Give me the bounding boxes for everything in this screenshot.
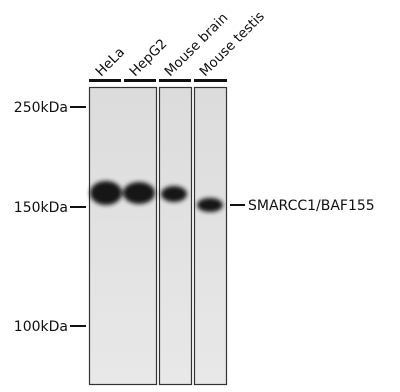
lane-label: HeLa [93,44,129,80]
lane-bars [89,79,227,82]
marker-label: 100kDa [14,319,68,335]
marker-label: 250kDa [14,100,68,116]
membrane-panels [88,86,228,386]
marker-label: 150kDa [14,200,68,216]
bands [90,181,223,212]
band-label: SMARCC1/BAF155 [248,198,375,214]
lane-label: HepG2 [127,36,171,80]
marker-ticks [70,106,86,327]
